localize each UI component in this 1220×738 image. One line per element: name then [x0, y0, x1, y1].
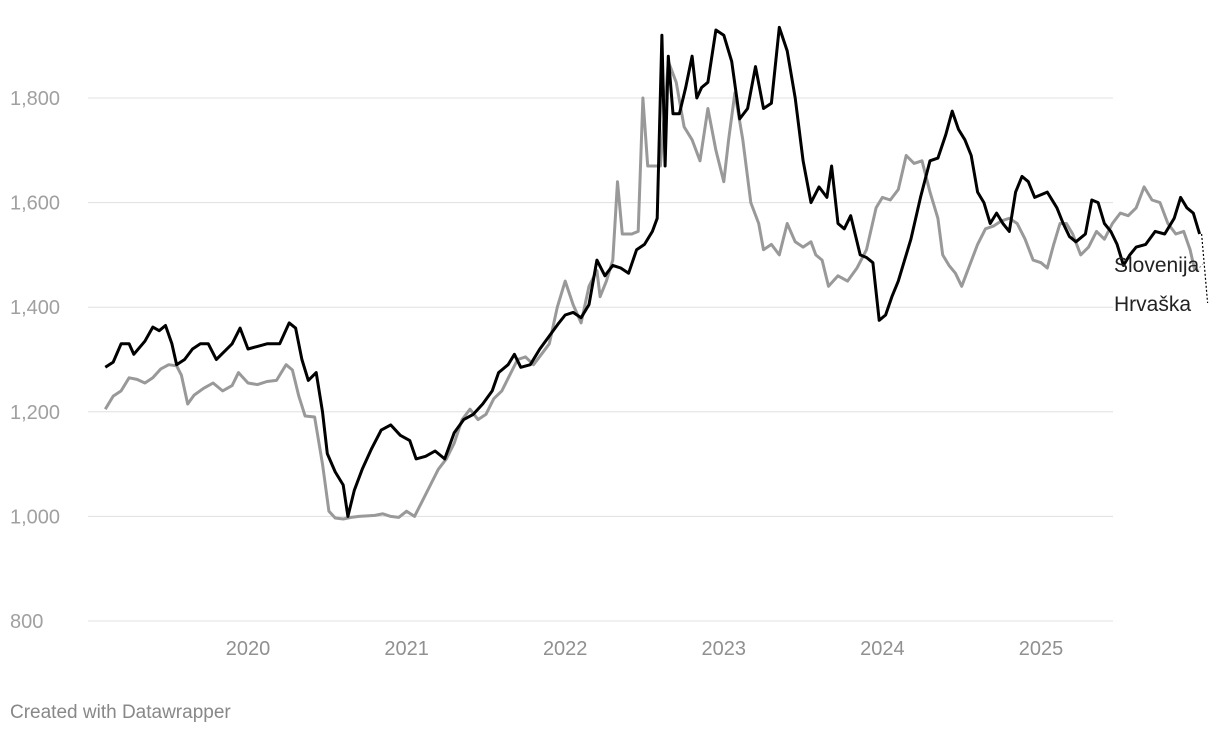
series-lines	[104, 25, 1202, 521]
y-tick-label: 1,000	[10, 506, 60, 528]
series-line-0	[104, 59, 1197, 521]
x-tick-label: 2023	[702, 638, 747, 660]
series-line-1	[104, 25, 1202, 518]
series-label-connector	[1196, 263, 1204, 271]
series-labels: Slovenija Hrvaška	[1114, 233, 1209, 316]
grid-lines	[88, 97, 1113, 622]
y-tick-label: 1,600	[10, 193, 60, 215]
series-label: Slovenija	[1114, 254, 1200, 277]
series-label: Hrvaška	[1114, 293, 1191, 316]
x-tick-label: 2022	[543, 638, 588, 660]
series-label-connector	[1201, 233, 1209, 304]
x-tick-label: 2020	[226, 638, 271, 660]
credit-text: Created with Datawrapper	[10, 702, 231, 723]
y-tick-label: 800	[10, 611, 43, 633]
x-tick-label: 2025	[1019, 638, 1064, 660]
y-tick-label: 1,800	[10, 88, 60, 110]
x-axis-ticks: 2020 2021 2022 2023 2024 2025	[226, 638, 1064, 660]
x-tick-label: 2024	[860, 638, 905, 660]
y-tick-label: 1,400	[10, 297, 60, 319]
y-axis-ticks: 800 1,000 1,200 1,400 1,600 1,800	[10, 88, 60, 633]
x-tick-label: 2021	[384, 638, 429, 660]
y-tick-label: 1,200	[10, 402, 60, 424]
